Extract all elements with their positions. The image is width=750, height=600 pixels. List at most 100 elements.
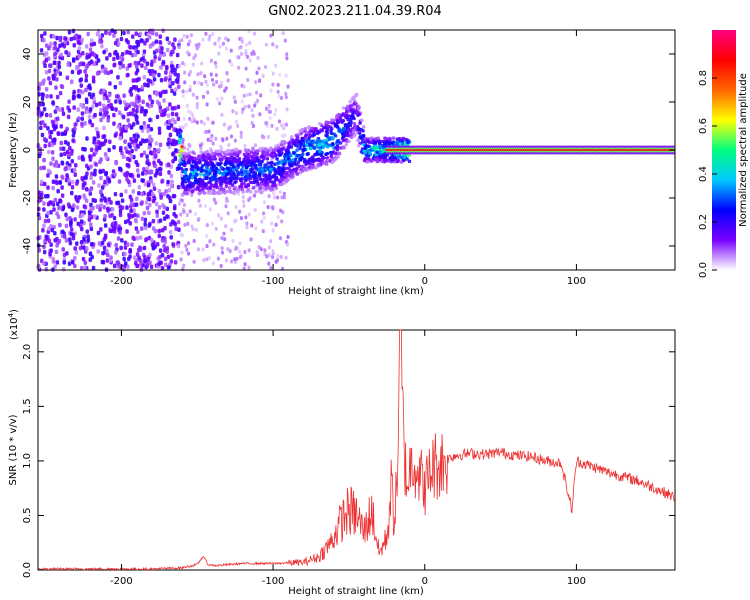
heatmap-cell	[140, 178, 144, 183]
heatmap-cell	[214, 136, 218, 141]
heatmap-cell	[109, 102, 113, 108]
heatmap-cell	[501, 149, 505, 151]
heatmap-cell	[219, 216, 223, 221]
heatmap-cell	[341, 138, 346, 142]
heatmap-cell	[183, 70, 187, 75]
heatmap-cell	[250, 167, 255, 171]
heatmap-cell	[144, 171, 148, 176]
heatmap-cell	[252, 160, 257, 164]
heatmap-cell	[91, 79, 96, 84]
heatmap-cell	[64, 238, 69, 243]
heatmap-cell	[269, 239, 273, 244]
heatmap-cell	[160, 112, 164, 117]
heatmap-cell	[51, 34, 56, 39]
heatmap-cell	[40, 132, 45, 138]
heatmap-cell	[58, 199, 63, 204]
heatmap-cell	[243, 184, 248, 189]
heatmap-cell	[212, 242, 216, 247]
heatmap-cell	[72, 43, 77, 48]
heatmap-cell	[126, 163, 131, 168]
heatmap-cell	[274, 259, 278, 264]
heatmap-cell	[71, 138, 75, 143]
heatmap-cell	[46, 193, 50, 199]
heatmap-cell	[139, 152, 144, 158]
heatmap-cell	[233, 257, 237, 262]
heatmap-cell	[246, 77, 250, 82]
heatmap-cell	[108, 81, 112, 86]
heatmap-cell	[49, 210, 53, 215]
heatmap-cell	[286, 84, 290, 89]
heatmap-cell	[205, 165, 209, 169]
heatmap-cell	[274, 222, 278, 227]
heatmap-cell	[253, 31, 257, 36]
heatmap-cell	[333, 157, 338, 161]
heatmap-cell	[200, 82, 204, 87]
heatmap-cell	[39, 179, 44, 185]
heatmap-cell	[85, 63, 90, 68]
heatmap-cell	[251, 146, 255, 151]
heatmap-cell	[69, 151, 74, 156]
heatmap-cell	[161, 210, 166, 216]
heatmap-cell	[258, 172, 262, 176]
heatmap-cell	[245, 172, 250, 176]
heatmap-cell	[226, 78, 230, 83]
heatmap-cell	[167, 40, 172, 46]
heatmap-cell	[304, 143, 309, 147]
heatmap-cell	[277, 119, 281, 124]
heatmap-cell	[366, 139, 370, 143]
heatmap-cell	[567, 149, 571, 151]
heatmap-cell	[103, 223, 108, 228]
heatmap-cell	[124, 102, 128, 108]
heatmap-cell	[126, 256, 131, 262]
heatmap-cell	[282, 123, 286, 128]
heatmap-cell	[229, 48, 233, 53]
heatmap-cell	[233, 138, 237, 143]
heatmap-cell	[184, 243, 188, 248]
heatmap-cell	[118, 147, 123, 153]
heatmap-cell	[158, 171, 163, 177]
heatmap-cell	[147, 182, 151, 187]
heatmap-cell	[244, 51, 248, 56]
heatmap-cell	[98, 39, 102, 44]
heatmap-cell	[426, 149, 430, 151]
heatmap-cell	[208, 186, 213, 190]
heatmap-cell	[349, 108, 354, 112]
heatmap-cell	[180, 38, 184, 43]
heatmap-cell	[132, 255, 137, 260]
heatmap-cell	[218, 44, 222, 49]
heatmap-cell	[258, 169, 263, 174]
heatmap-cell	[351, 113, 355, 117]
heatmap-cell	[352, 122, 357, 126]
heatmap-cell	[237, 159, 241, 164]
heatmap-cell	[220, 96, 224, 101]
heatmap-cell	[224, 258, 228, 263]
heatmap-cell	[408, 149, 412, 151]
heatmap-cell	[303, 167, 308, 171]
heatmap-cell	[59, 152, 64, 157]
heatmap-cell	[112, 215, 117, 221]
heatmap-cell	[142, 49, 147, 54]
heatmap-cell	[131, 107, 136, 113]
heatmap-cell	[96, 230, 101, 236]
heatmap-cell	[446, 149, 450, 151]
heatmap-cell	[204, 234, 208, 239]
heatmap-cell	[98, 90, 103, 95]
heatmap-cell	[279, 254, 283, 259]
heatmap-cell	[148, 44, 153, 49]
heatmap-cell	[177, 39, 181, 44]
heatmap-cell	[80, 116, 85, 122]
heatmap-cell	[102, 88, 106, 93]
heatmap-cell	[135, 39, 139, 45]
heatmap-cell	[300, 138, 305, 143]
heatmap-cell	[155, 213, 160, 218]
heatmap-cell	[406, 140, 410, 145]
heatmap-cell	[120, 238, 124, 243]
heatmap-cell	[168, 261, 172, 267]
heatmap-cell	[61, 229, 65, 235]
heatmap-cell	[234, 166, 239, 171]
heatmap-cell	[258, 78, 262, 83]
heatmap-cell	[43, 137, 47, 142]
heatmap-cell	[331, 142, 335, 146]
heatmap-cell	[168, 132, 173, 138]
heatmap-cell	[133, 212, 137, 218]
